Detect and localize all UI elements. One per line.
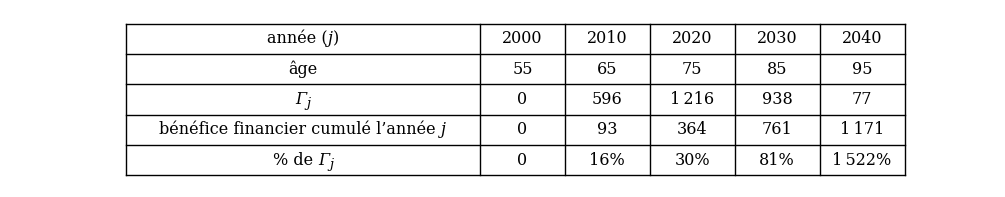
- Text: 2040: 2040: [842, 30, 882, 47]
- Text: 2030: 2030: [757, 30, 797, 47]
- Text: 75: 75: [682, 61, 702, 78]
- Text: âge: âge: [288, 60, 318, 78]
- Text: % de: % de: [272, 152, 318, 169]
- Text: j: j: [328, 30, 333, 47]
- Text: 95: 95: [852, 61, 872, 78]
- Text: année (: année (: [267, 30, 328, 47]
- Text: 1 171: 1 171: [840, 121, 884, 138]
- Text: 596: 596: [592, 91, 623, 108]
- Text: 16%: 16%: [590, 152, 625, 169]
- Text: 81%: 81%: [760, 152, 795, 169]
- Text: j: j: [441, 121, 446, 138]
- Text: 30%: 30%: [674, 152, 711, 169]
- Text: 77: 77: [852, 91, 872, 108]
- Text: 761: 761: [762, 121, 793, 138]
- Text: 0: 0: [518, 121, 528, 138]
- Text: 0: 0: [518, 91, 528, 108]
- Text: 938: 938: [762, 91, 793, 108]
- Text: 0: 0: [518, 152, 528, 169]
- Text: 93: 93: [597, 121, 618, 138]
- Text: 364: 364: [677, 121, 708, 138]
- Text: bénéfice financier cumulé l’année: bénéfice financier cumulé l’année: [160, 121, 441, 138]
- Text: 55: 55: [513, 61, 533, 78]
- Text: Γ: Γ: [318, 152, 329, 169]
- Text: 2010: 2010: [587, 30, 628, 47]
- Text: j: j: [307, 97, 311, 110]
- Text: 85: 85: [767, 61, 787, 78]
- Text: j: j: [329, 158, 333, 171]
- Text: 2000: 2000: [502, 30, 543, 47]
- Text: ): ): [333, 30, 339, 47]
- Text: 1 522%: 1 522%: [832, 152, 891, 169]
- Text: 1 216: 1 216: [670, 91, 715, 108]
- Text: 2020: 2020: [672, 30, 713, 47]
- Text: Γ: Γ: [295, 91, 307, 108]
- Text: 65: 65: [597, 61, 618, 78]
